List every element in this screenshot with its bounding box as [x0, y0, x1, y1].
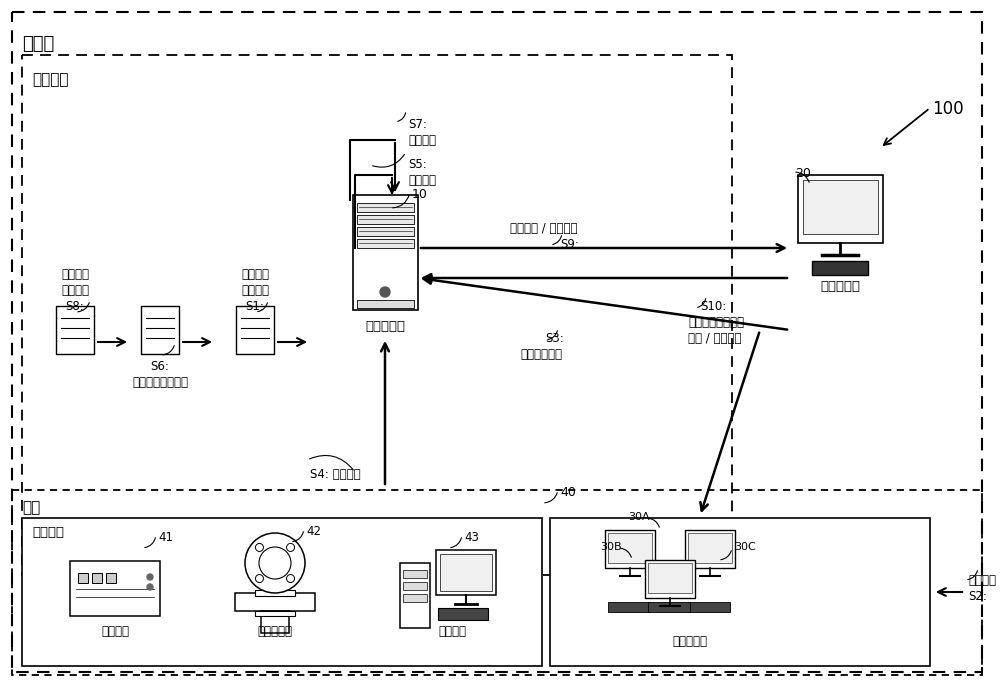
Bar — [608, 533, 652, 563]
Bar — [440, 554, 492, 591]
Text: 20: 20 — [795, 167, 811, 180]
Text: 错误 / 判定结果: 错误 / 判定结果 — [688, 332, 742, 345]
Text: 42: 42 — [306, 525, 321, 538]
Text: S2:: S2: — [968, 590, 987, 603]
Text: 判定数据: 判定数据 — [408, 174, 436, 187]
Text: S1:: S1: — [246, 300, 264, 313]
Bar — [70, 561, 160, 616]
Text: 管理者终端: 管理者终端 — [820, 280, 860, 293]
Bar — [357, 203, 414, 212]
Text: 41: 41 — [158, 531, 173, 544]
Bar — [605, 530, 655, 568]
Text: 发送警报设定: 发送警报设定 — [520, 348, 562, 361]
Bar — [550, 518, 930, 666]
Text: S9:: S9: — [560, 238, 579, 251]
Text: 登记数据判定履历: 登记数据判定履历 — [132, 376, 188, 389]
Text: 云环境: 云环境 — [22, 35, 54, 53]
Bar — [812, 261, 868, 275]
Bar — [803, 180, 878, 234]
Bar — [688, 602, 730, 612]
Text: S7:: S7: — [408, 118, 427, 131]
Bar — [648, 563, 692, 593]
Text: 通知设定了警报的: 通知设定了警报的 — [688, 316, 744, 329]
Text: 工厂仪器: 工厂仪器 — [32, 526, 64, 539]
Text: 43: 43 — [464, 531, 479, 544]
Text: 10: 10 — [412, 188, 428, 201]
Bar — [648, 602, 690, 612]
Bar — [438, 608, 488, 620]
Bar — [403, 582, 427, 590]
Bar — [106, 573, 116, 583]
Text: 100: 100 — [932, 100, 964, 118]
Bar — [608, 602, 650, 612]
Text: 30A: 30A — [628, 512, 650, 522]
Text: 网关仪器: 网关仪器 — [101, 625, 129, 638]
Text: 管理区域: 管理区域 — [32, 72, 68, 87]
Bar — [141, 306, 179, 354]
Circle shape — [147, 574, 153, 580]
Text: 传感器仪器: 传感器仪器 — [258, 625, 292, 638]
Bar — [255, 611, 295, 616]
Text: 工厂: 工厂 — [22, 500, 40, 515]
Text: S4: 收集数据: S4: 收集数据 — [310, 468, 361, 481]
Text: S6:: S6: — [151, 360, 169, 373]
Text: S3:: S3: — [545, 332, 564, 345]
Bar — [645, 560, 695, 598]
Text: 设定警报: 设定警报 — [968, 574, 996, 587]
Bar — [12, 490, 982, 675]
Bar — [22, 518, 542, 666]
Text: 结构履历: 结构履历 — [241, 284, 269, 297]
Bar — [436, 550, 496, 595]
Text: 30B: 30B — [600, 542, 622, 552]
Bar — [685, 530, 735, 568]
Bar — [92, 573, 102, 583]
Bar — [56, 306, 94, 354]
Circle shape — [380, 287, 390, 297]
Text: S10:: S10: — [700, 300, 726, 313]
Circle shape — [287, 543, 295, 552]
Bar — [357, 300, 414, 308]
Circle shape — [259, 547, 291, 579]
Bar — [235, 593, 315, 611]
Text: 登记错误: 登记错误 — [61, 268, 89, 281]
Text: 检测履历: 检测履历 — [61, 284, 89, 297]
Bar — [403, 594, 427, 602]
Text: 登记系统: 登记系统 — [241, 268, 269, 281]
Bar — [357, 215, 414, 224]
Text: S5:: S5: — [408, 158, 427, 171]
Circle shape — [147, 584, 153, 590]
Bar — [688, 533, 732, 563]
Bar — [403, 570, 427, 578]
Text: 检测错误: 检测错误 — [408, 134, 436, 147]
Bar — [798, 175, 883, 243]
Bar — [353, 195, 418, 310]
Bar — [22, 55, 732, 575]
Bar — [255, 590, 295, 596]
Bar — [261, 611, 289, 633]
Text: 控制仪器: 控制仪器 — [438, 625, 466, 638]
Bar — [400, 563, 430, 628]
Bar — [78, 573, 88, 583]
Circle shape — [255, 575, 263, 582]
Bar — [357, 227, 414, 236]
Text: 通知错误 / 判定结果: 通知错误 / 判定结果 — [510, 222, 578, 235]
Text: 30C: 30C — [734, 542, 756, 552]
Circle shape — [287, 575, 295, 582]
Text: 利用者终端: 利用者终端 — [672, 635, 708, 648]
Text: 40: 40 — [560, 486, 576, 499]
Text: S8:: S8: — [66, 300, 84, 313]
Circle shape — [245, 533, 305, 593]
Text: 应用服务器: 应用服务器 — [365, 320, 405, 333]
Bar — [236, 306, 274, 354]
Circle shape — [255, 543, 263, 552]
Bar — [357, 239, 414, 248]
